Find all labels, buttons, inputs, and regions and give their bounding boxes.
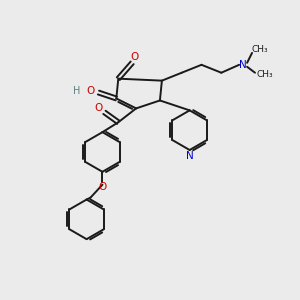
Text: H: H — [73, 85, 80, 96]
Text: CH₃: CH₃ — [256, 70, 273, 79]
Text: N: N — [186, 151, 194, 161]
Text: CH₃: CH₃ — [252, 45, 268, 54]
Text: O: O — [98, 182, 106, 192]
Text: O: O — [94, 103, 103, 113]
Text: N: N — [239, 60, 247, 70]
Text: O: O — [130, 52, 138, 62]
Text: O: O — [86, 85, 95, 96]
